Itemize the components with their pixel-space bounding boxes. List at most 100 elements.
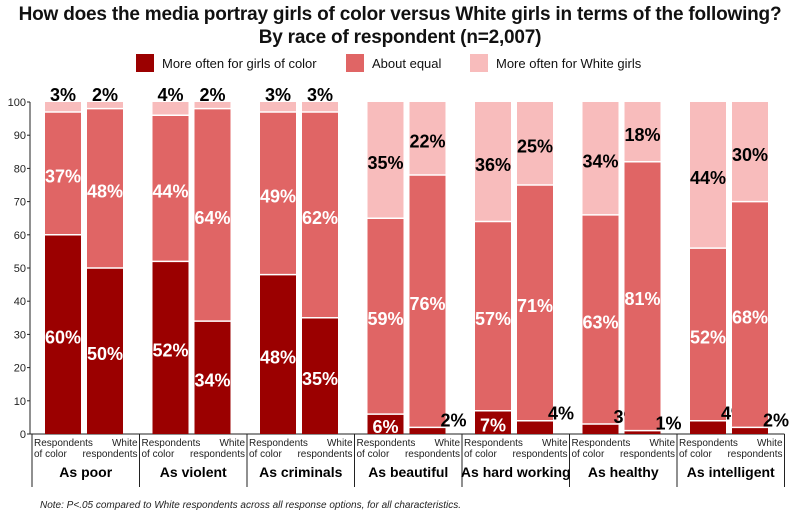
- data-label: 59%: [367, 309, 403, 329]
- legend-label-girls-of-color: More often for girls of color: [162, 55, 317, 71]
- data-label: 63%: [582, 312, 618, 332]
- data-label: 2%: [440, 410, 466, 430]
- bar-category-label: Respondents: [572, 438, 631, 449]
- bar-segment: [87, 268, 123, 434]
- y-tick-label: 10: [14, 396, 26, 408]
- bar-category-label: of color: [464, 449, 497, 460]
- data-label: 48%: [87, 181, 123, 201]
- bar-category-label: Respondents: [34, 438, 93, 449]
- bar-category-label: White: [649, 438, 675, 449]
- bar-category-label: of color: [357, 449, 390, 460]
- bar-segment: [260, 102, 296, 112]
- bar-category-label: respondents: [405, 449, 460, 460]
- bar-segment: [367, 102, 404, 219]
- legend: More often for girls of color About equa…: [0, 54, 800, 76]
- bar-category-label: respondents: [727, 449, 782, 460]
- data-label: 52%: [152, 341, 188, 361]
- legend-label-white-girls: More often for White girls: [496, 55, 642, 71]
- data-label: 35%: [367, 153, 403, 173]
- data-label: 2%: [199, 85, 225, 105]
- bar-segment: [475, 221, 511, 411]
- bar-category-label: Respondents: [142, 438, 201, 449]
- bar-segment: [690, 248, 726, 421]
- bar-category-label: White: [112, 438, 138, 449]
- bar-segment: [732, 102, 768, 202]
- bar-segment: [582, 424, 619, 434]
- data-label: 18%: [624, 125, 660, 145]
- footnote: Note: P<.05 compared to White respondent…: [40, 500, 462, 511]
- legend-label-about-equal: About equal: [372, 55, 442, 71]
- bar-segment: [582, 102, 619, 215]
- data-label: 37%: [45, 166, 81, 186]
- y-tick-label: 20: [14, 363, 26, 375]
- bar-segment: [194, 321, 231, 434]
- group-label: As violent: [160, 464, 227, 480]
- bar-segment: [367, 218, 404, 415]
- y-tick-label: 70: [14, 197, 26, 209]
- legend-swatch-about-equal: [346, 54, 364, 72]
- bar-category-label: respondents: [190, 449, 245, 460]
- data-label: 1%: [655, 414, 681, 434]
- data-label: 49%: [260, 186, 296, 206]
- bar-category-label: of color: [34, 449, 67, 460]
- data-label: 25%: [517, 137, 553, 157]
- bar-segment: [194, 108, 231, 322]
- data-label: 4%: [157, 85, 183, 105]
- bar-category-label: White: [542, 438, 568, 449]
- bar-segment: [690, 102, 726, 249]
- group-label: As hard working: [461, 464, 571, 480]
- y-tick-label: 80: [14, 163, 26, 175]
- data-label: 36%: [475, 155, 511, 175]
- plot-area: 0 10 20 30 40 50 60 70 80 90 100 3% 37% 60% Respondent…: [8, 85, 789, 487]
- bar-segment: [87, 102, 123, 109]
- bar-segment: [582, 214, 619, 425]
- data-label: 22%: [409, 132, 445, 152]
- bar-category-label: respondents: [512, 449, 567, 460]
- bar-segment: [45, 111, 81, 235]
- data-label: 2%: [763, 410, 789, 430]
- legend-swatch-white-girls: [470, 54, 488, 72]
- legend-item-about-equal: About equal: [346, 54, 441, 72]
- bar-segment: [302, 317, 338, 434]
- bar-category-label: White: [219, 438, 245, 449]
- y-tick-label: 90: [14, 130, 26, 142]
- data-label: 62%: [302, 208, 338, 228]
- bar-segment: [409, 102, 446, 176]
- data-label: 3%: [265, 85, 291, 105]
- y-tick-label: 50: [14, 263, 26, 275]
- bar-segment: [87, 108, 123, 268]
- data-label: 7%: [480, 415, 506, 435]
- data-label: 68%: [732, 307, 768, 327]
- bar-category-label: Respondents: [679, 438, 738, 449]
- bar-category-label: White: [757, 438, 783, 449]
- bar-category-label: respondents: [620, 449, 675, 460]
- bar-segment: [152, 102, 189, 116]
- data-label: 44%: [690, 168, 726, 188]
- data-label: 60%: [45, 327, 81, 347]
- y-tick-label: 0: [20, 429, 26, 441]
- data-label: 6%: [372, 417, 398, 437]
- chart-title-line1: How does the media portray girls of colo…: [18, 4, 782, 25]
- data-label: 48%: [260, 347, 296, 367]
- legend-item-girls-of-color: More often for girls of color: [136, 54, 317, 72]
- bar-segment: [45, 102, 81, 112]
- bar-segment: [409, 175, 446, 428]
- legend-item-white-girls: More often for White girls: [470, 54, 641, 72]
- data-label: 4%: [548, 404, 574, 424]
- y-tick-label: 100: [8, 97, 26, 109]
- y-tick-label: 30: [14, 329, 26, 341]
- group-label: As criminals: [259, 464, 342, 480]
- data-label: 30%: [732, 145, 768, 165]
- bar-segment: [367, 414, 404, 434]
- data-label: 3%: [307, 85, 333, 105]
- bar-segment: [194, 102, 231, 109]
- bar-segment: [517, 420, 553, 434]
- bar-segment: [732, 201, 768, 428]
- y-tick-label: 60: [14, 230, 26, 242]
- bar-category-label: respondents: [82, 449, 137, 460]
- data-label: 50%: [87, 344, 123, 364]
- bar-segment: [302, 102, 338, 112]
- bar-category-label: of color: [679, 449, 712, 460]
- legend-swatch-girls-of-color: [136, 54, 154, 72]
